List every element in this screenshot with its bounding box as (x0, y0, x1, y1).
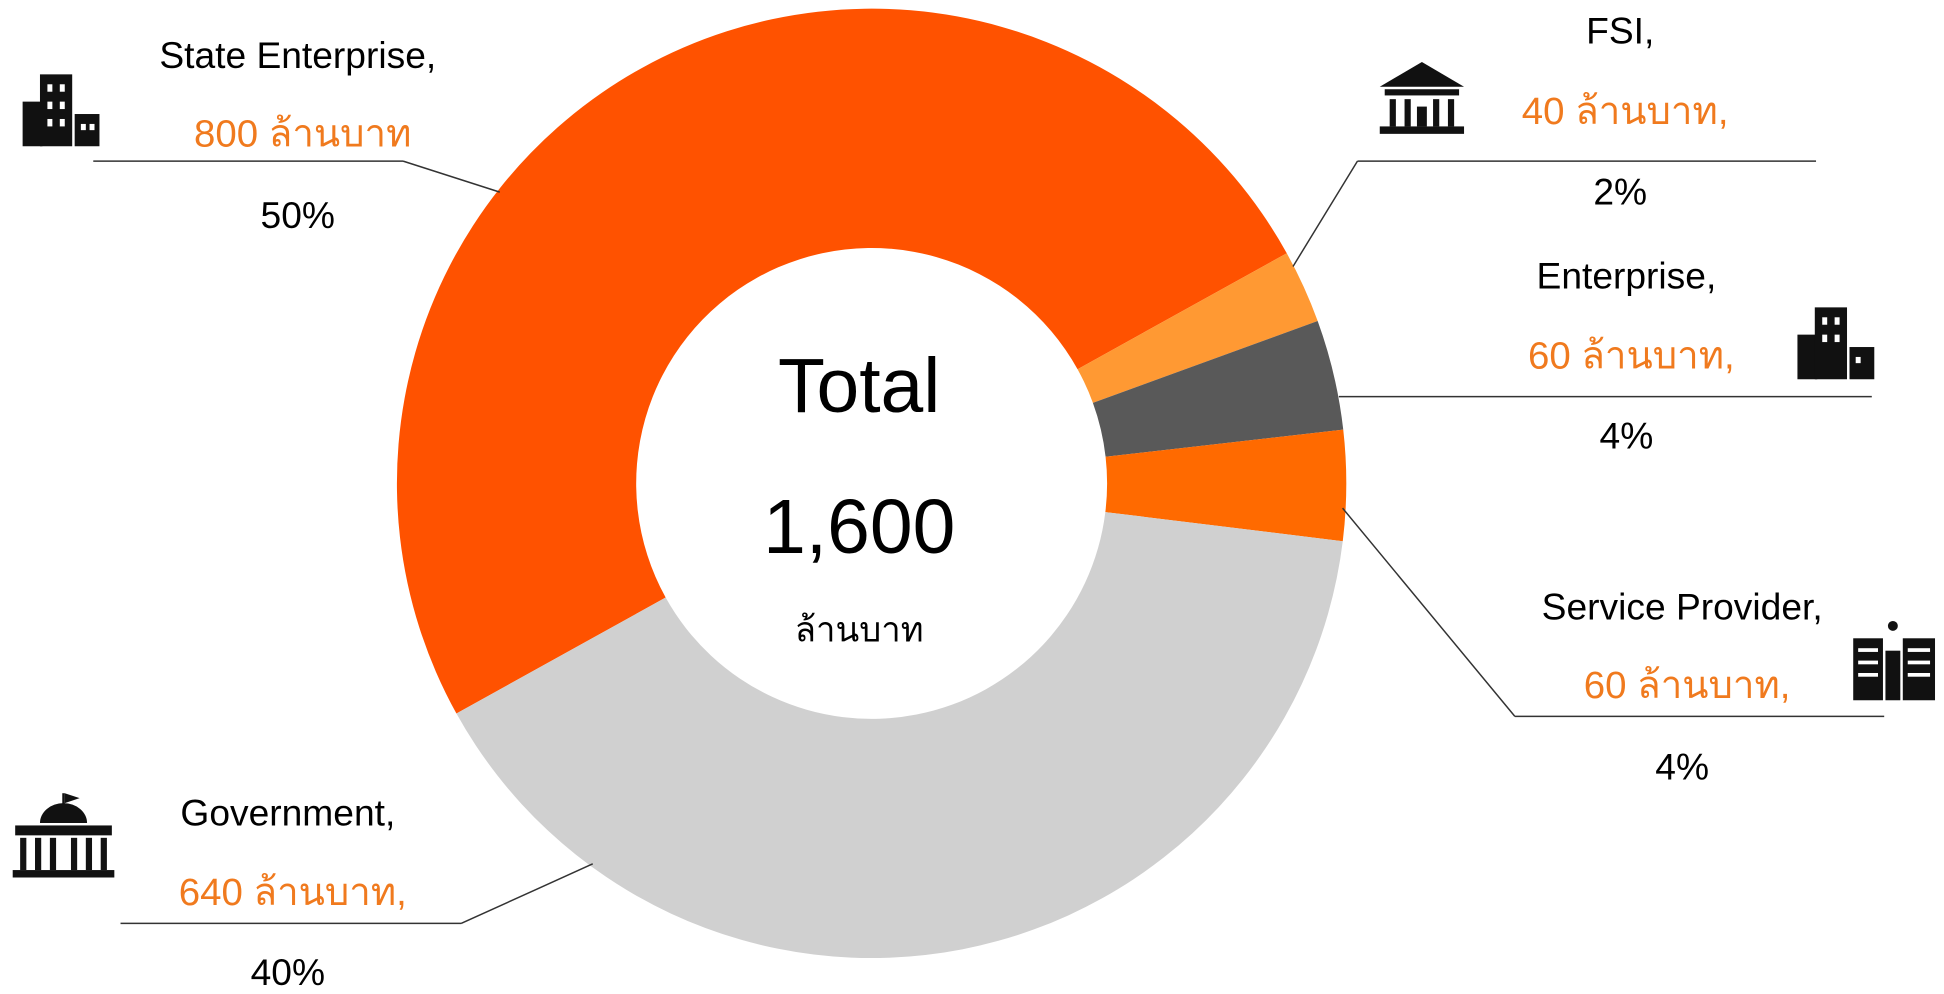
icon-bank (1379, 61, 1465, 134)
leader-line (120, 863, 594, 925)
percent-label: 40% (251, 951, 325, 993)
icon-building (22, 74, 100, 147)
icon-server (1853, 620, 1936, 701)
category-label: Service Provider, (1542, 586, 1823, 628)
value-label: 800 ล้านบาท (194, 112, 411, 155)
percent-label: 2% (1593, 170, 1647, 212)
category-label: FSI, (1586, 9, 1654, 51)
slice (456, 512, 1343, 959)
value-label: 60 ล้านบาท, (1528, 334, 1735, 377)
slice (1092, 321, 1344, 457)
center-unit: ล้านบาท (795, 611, 924, 649)
slice (1105, 429, 1347, 542)
value-label: 640 ล้านบาท, (179, 871, 407, 914)
leader-line (1342, 507, 1885, 718)
value-label: 60 ล้านบาท, (1584, 664, 1791, 707)
percent-label: 4% (1655, 745, 1709, 787)
category-label: Government, (180, 791, 395, 833)
icon-building (1797, 307, 1875, 380)
icon-government (12, 793, 115, 878)
category-label: State Enterprise, (159, 34, 436, 76)
leader-line (1292, 160, 1817, 267)
slice (1077, 253, 1318, 403)
category-label: Enterprise, (1537, 255, 1717, 297)
percent-label: 4% (1600, 415, 1654, 457)
slice (396, 8, 1287, 714)
slices (396, 8, 1347, 959)
center-value: 1,600 (763, 484, 955, 570)
center-title: Total (778, 343, 940, 429)
value-label: 40 ล้านบาท, (1522, 90, 1729, 133)
leader-line (93, 160, 501, 193)
percent-label: 50% (261, 194, 335, 236)
